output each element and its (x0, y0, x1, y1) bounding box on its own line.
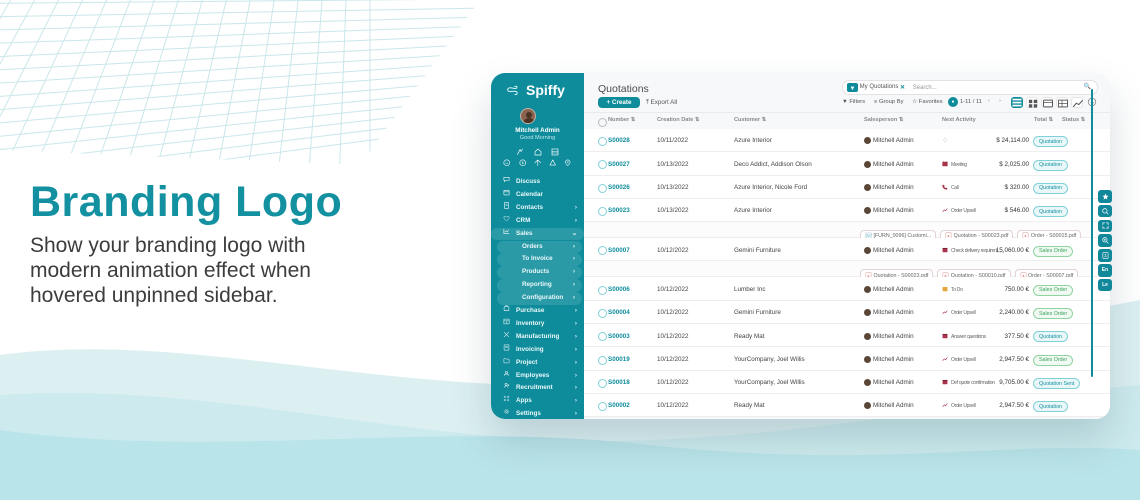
svg-text:$: $ (521, 161, 523, 165)
